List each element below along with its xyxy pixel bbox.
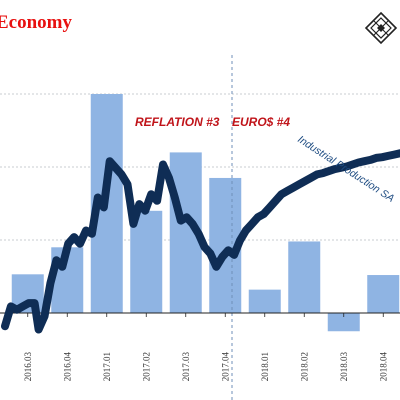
x-tick-label: 2018.04 [378, 352, 388, 382]
annotation-euros-4: EURO$ #4 [232, 115, 290, 129]
diamond-lattice-logo-icon [364, 11, 398, 45]
x-tick-label: 2017.04 [220, 352, 230, 382]
x-tick-label: 2016.03 [23, 352, 33, 382]
x-tick-label: 2018.03 [339, 352, 349, 382]
x-tick-label: 2016.04 [62, 352, 72, 382]
x-tick-label: 2018.01 [260, 352, 270, 381]
x-tick-label: 2017.01 [102, 352, 112, 381]
bar [327, 313, 360, 332]
annotation-industrial-production: Industrial Production SA [295, 133, 396, 204]
x-tick-label: 2017.02 [141, 352, 151, 381]
bar [288, 241, 321, 313]
x-tick-label: 2018.02 [299, 352, 309, 381]
line-series [1, 149, 400, 334]
annotation-reflation-3: REFLATION #3 [135, 115, 220, 129]
x-tick-label: 2017.03 [181, 352, 191, 382]
industrial-production-line [1, 149, 400, 334]
bar [367, 275, 400, 313]
chart-title: Economy [0, 12, 73, 33]
bar [130, 210, 163, 313]
x-axis-tick-labels: 2016.03 2016.04 2017.01 2017.02 2017.03 2017.… [23, 313, 388, 382]
bar [248, 289, 281, 313]
bar-series [11, 94, 400, 332]
